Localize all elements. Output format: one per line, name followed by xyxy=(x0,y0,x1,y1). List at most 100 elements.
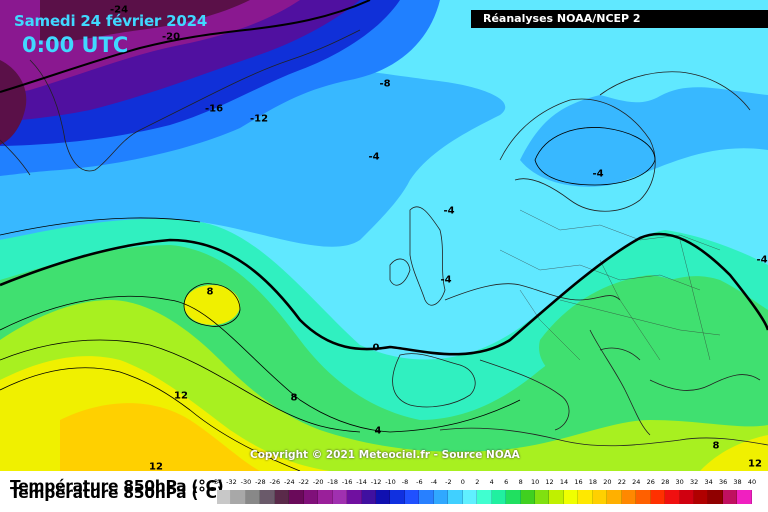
legend-title-shadow: Température 850hPa (°C) xyxy=(10,484,224,502)
legend-tick: -34 xyxy=(211,478,223,486)
legend-swatch xyxy=(549,490,564,504)
legend-swatch xyxy=(303,490,319,504)
legend-swatch xyxy=(708,490,723,504)
contour-label: 8 xyxy=(290,392,298,404)
legend-swatch xyxy=(448,490,463,504)
legend-tick: -14 xyxy=(356,478,367,486)
legend-swatch xyxy=(592,490,608,504)
map-canvas xyxy=(0,0,768,471)
contour-label: 12 xyxy=(174,390,188,402)
legend-color-scale xyxy=(217,490,752,504)
legend-swatch xyxy=(722,490,738,504)
legend-tick: 34 xyxy=(704,478,713,486)
zone-below-minus24 xyxy=(40,0,250,42)
legend-tick: 0 xyxy=(460,478,465,486)
legend-tick: 32 xyxy=(690,478,699,486)
contour-label: 0 xyxy=(372,342,380,354)
contour-label: -4 xyxy=(756,254,768,266)
legend-tick: 10 xyxy=(530,478,540,486)
isotherm-12-thin xyxy=(0,367,301,471)
legend-swatch xyxy=(433,490,449,504)
legend-tick: -6 xyxy=(416,478,423,486)
legend-tick: -10 xyxy=(385,478,396,486)
legend-tick: 14 xyxy=(559,478,569,486)
legend-tick: 4 xyxy=(489,478,494,486)
legend-swatch xyxy=(318,490,333,504)
legend-tick: -2 xyxy=(445,478,452,486)
legend-swatch xyxy=(621,490,637,504)
legend-tick: -18 xyxy=(327,478,338,486)
zone-scandinavia-cold xyxy=(533,124,657,180)
isotherm-8-pocket xyxy=(183,283,241,327)
legend-tick: -16 xyxy=(341,478,353,486)
legend-tick: 26 xyxy=(646,478,655,486)
contour-label: 8 xyxy=(712,440,720,452)
legend-title: Température 850hPa (°C) xyxy=(10,477,224,495)
legend-tick: 28 xyxy=(661,478,670,486)
legend-swatch xyxy=(737,490,752,504)
legend-swatch xyxy=(289,490,304,504)
temperature-map: Samedi 24 février 2024 0:00 UTC Réanalys… xyxy=(0,0,768,471)
legend-tick: -26 xyxy=(269,478,281,486)
legend-swatch xyxy=(375,490,391,504)
legend-tick: 24 xyxy=(632,478,641,486)
legend-swatch xyxy=(520,490,535,504)
isotherm-minus4-thin xyxy=(0,217,201,236)
legend-tick: 30 xyxy=(675,478,684,486)
legend-tick-labels: -34 -32 -30 -28 -26 -24 -22 -20 -18 -16 -14 -12 -10-… xyxy=(212,478,756,488)
contour-label: -4 xyxy=(368,151,380,163)
isotherm-minus16 xyxy=(0,0,371,93)
zone-above-16 xyxy=(60,403,260,471)
legend-swatch xyxy=(274,490,290,504)
legend-swatch xyxy=(217,490,232,504)
contour-label: 12 xyxy=(149,461,163,472)
legend-tick: -12 xyxy=(370,478,382,486)
contour-label: 4 xyxy=(374,425,382,437)
country-borders xyxy=(499,209,721,361)
legend-swatch xyxy=(245,490,261,504)
map-date-title: Samedi 24 février 2024 xyxy=(14,12,208,30)
legend-swatch xyxy=(578,490,593,504)
legend-swatch xyxy=(563,490,579,504)
legend-swatch xyxy=(462,490,478,504)
legend-tick: -30 xyxy=(240,478,252,486)
legend-swatch xyxy=(693,490,709,504)
contour-label: -20 xyxy=(161,31,181,43)
legend-swatch xyxy=(650,490,666,504)
isotherm-minus4-scandinavia xyxy=(534,127,656,186)
legend-swatch xyxy=(477,490,492,504)
legend-swatch xyxy=(347,490,362,504)
legend-swatch xyxy=(534,490,550,504)
legend-swatch xyxy=(491,490,507,504)
zone-above-12-east xyxy=(700,435,768,471)
legend-swatch xyxy=(506,490,521,504)
contour-label: -24 xyxy=(109,4,129,16)
contour-label: 12 xyxy=(748,458,762,470)
contour-label: -4 xyxy=(592,168,604,180)
copyright-notice: Copyright © 2021 Meteociel.fr - Source N… xyxy=(250,449,520,461)
legend-tick: -32 xyxy=(226,478,237,486)
legend-swatch xyxy=(390,490,405,504)
legend-tick: 8 xyxy=(518,478,523,486)
legend-swatch xyxy=(332,490,348,504)
legend-bar: Température 850hPa (°C) Température 850h… xyxy=(0,471,768,512)
legend-tick: 36 xyxy=(718,478,728,486)
legend-tick: 20 xyxy=(603,478,612,486)
isotherm-zero xyxy=(0,232,768,356)
legend-tick: -22 xyxy=(298,478,310,486)
legend-tick: 22 xyxy=(617,478,626,486)
legend-tick: 12 xyxy=(545,478,554,486)
isotherm-8-thin xyxy=(0,339,361,433)
legend-tick: -4 xyxy=(430,478,438,486)
source-banner: Réanalyses NOAA/NCEP 2 xyxy=(471,10,768,28)
legend-swatch xyxy=(636,490,651,504)
isotherm-4-thin xyxy=(0,295,521,433)
legend-swatch xyxy=(260,490,275,504)
isotherm-lines xyxy=(0,0,768,471)
map-time-title: 0:00 UTC xyxy=(22,33,129,57)
legend-swatch xyxy=(607,490,622,504)
contour-label: -16 xyxy=(204,103,224,115)
legend-tick: 18 xyxy=(588,478,598,486)
legend-tick: 6 xyxy=(504,478,509,486)
legend-tick: -20 xyxy=(312,478,324,486)
